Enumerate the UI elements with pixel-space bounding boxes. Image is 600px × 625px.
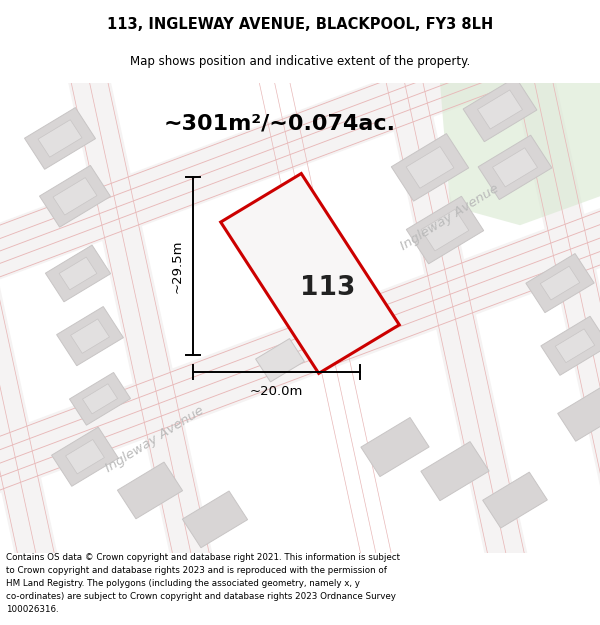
Polygon shape [56,306,124,366]
Text: Ingleway Avenue: Ingleway Avenue [398,182,502,253]
Polygon shape [256,339,304,382]
Polygon shape [0,189,600,512]
Polygon shape [65,439,104,474]
Polygon shape [59,257,97,290]
Polygon shape [71,319,109,353]
Polygon shape [421,442,489,501]
Polygon shape [406,146,454,188]
Polygon shape [493,148,538,187]
Text: 113, INGLEWAY AVENUE, BLACKPOOL, FY3 8LH: 113, INGLEWAY AVENUE, BLACKPOOL, FY3 8LH [107,18,493,32]
Polygon shape [0,0,600,298]
Polygon shape [557,386,600,441]
Polygon shape [83,384,118,414]
Polygon shape [38,120,82,157]
Polygon shape [70,372,131,425]
Polygon shape [540,266,580,300]
Polygon shape [0,57,61,576]
Text: ~29.5m: ~29.5m [170,239,184,293]
Text: Ingleway Avenue: Ingleway Avenue [103,404,206,475]
Polygon shape [256,217,344,311]
Polygon shape [221,174,399,373]
Polygon shape [118,462,182,519]
Polygon shape [361,418,429,477]
Polygon shape [52,427,118,486]
Text: ~20.0m: ~20.0m [250,384,303,398]
Text: Contains OS data © Crown copyright and database right 2021. This information is : Contains OS data © Crown copyright and d… [6,553,400,614]
Polygon shape [182,491,248,548]
Polygon shape [463,78,537,142]
Polygon shape [555,329,595,362]
Polygon shape [406,196,484,264]
Polygon shape [25,107,95,169]
Text: Map shows position and indicative extent of the property.: Map shows position and indicative extent… [130,56,470,68]
Polygon shape [46,245,110,302]
Polygon shape [40,166,110,227]
Polygon shape [482,472,547,528]
Polygon shape [64,57,215,576]
Polygon shape [541,316,600,376]
Polygon shape [391,134,469,201]
Polygon shape [421,209,469,251]
Polygon shape [53,177,97,215]
Polygon shape [478,135,552,199]
Polygon shape [379,57,530,576]
Polygon shape [509,57,600,576]
Text: ~301m²/~0.074ac.: ~301m²/~0.074ac. [164,114,396,134]
Polygon shape [478,90,523,129]
Text: 113: 113 [301,275,356,301]
Polygon shape [440,82,600,225]
Polygon shape [526,254,594,312]
